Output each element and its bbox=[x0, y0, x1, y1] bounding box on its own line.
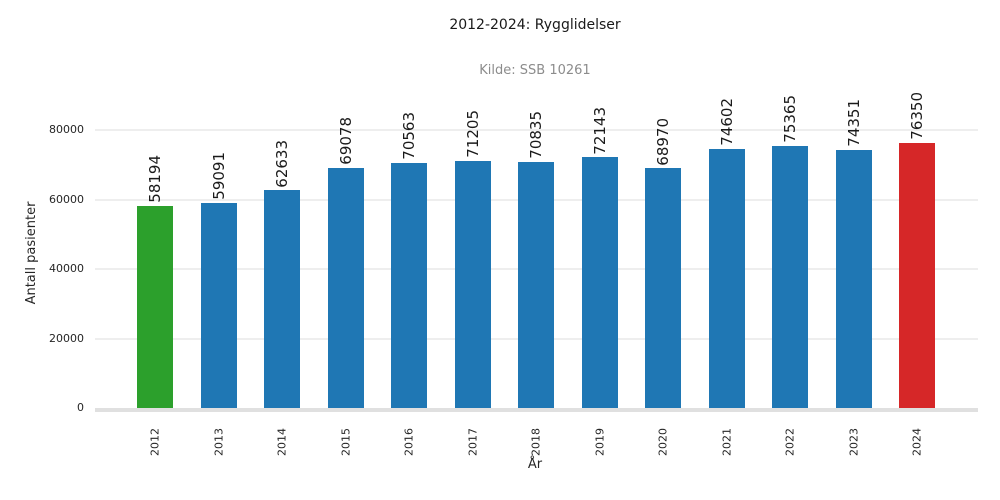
bar-value-label-2015: 69078 bbox=[336, 117, 355, 165]
bar-2015 bbox=[327, 167, 364, 408]
chart-subtitle: Kilde: SSB 10261 bbox=[479, 63, 591, 78]
bar-value-label-2020: 68970 bbox=[654, 117, 672, 166]
x-tick-label-2021: 2021 bbox=[720, 428, 733, 456]
bar-value-label-2018: 70835 bbox=[527, 111, 545, 159]
y-gridline bbox=[95, 129, 978, 131]
bar-2014 bbox=[264, 190, 300, 408]
x-tick-label-2017: 2017 bbox=[466, 428, 479, 456]
bar-value-label-2012: 58194 bbox=[146, 155, 164, 203]
x-tick-label-2012: 2012 bbox=[148, 428, 162, 456]
x-tick-label-2015: 2015 bbox=[339, 428, 352, 456]
y-tick-label: 60000 bbox=[49, 192, 84, 206]
y-tick-label: 40000 bbox=[49, 262, 84, 275]
bar-value-label-2014: 62633 bbox=[273, 139, 291, 188]
y-tick-label: 0 bbox=[77, 401, 84, 414]
chart-title: 2012-2024: Rygglidelser bbox=[449, 17, 621, 33]
y-axis-title: Antall pasienter bbox=[24, 201, 39, 305]
bar-2024 bbox=[899, 142, 935, 408]
bar-2016 bbox=[391, 162, 427, 408]
x-tick-label-2023: 2023 bbox=[847, 428, 860, 456]
bar-value-label-2019: 72143 bbox=[590, 106, 609, 155]
bar-2012 bbox=[137, 205, 173, 408]
bar-2021 bbox=[708, 148, 745, 408]
y-tick-label: 20000 bbox=[49, 331, 84, 345]
bar-2023 bbox=[835, 149, 872, 408]
bar-value-label-2023: 74351 bbox=[844, 98, 863, 147]
x-tick-label-2019: 2019 bbox=[593, 428, 606, 456]
bar-2022 bbox=[772, 146, 808, 408]
x-tick-label-2022: 2022 bbox=[783, 428, 797, 456]
x-tick-label-2013: 2013 bbox=[212, 428, 225, 456]
bar-value-label-2017: 71205 bbox=[463, 109, 482, 158]
x-axis-title: År bbox=[527, 457, 543, 472]
bar-2020 bbox=[645, 168, 681, 408]
x-tick-label-2024: 2024 bbox=[910, 428, 924, 456]
y-tick-label: 80000 bbox=[49, 123, 84, 136]
bar-value-label-2024: 76350 bbox=[908, 91, 926, 140]
bar-2017 bbox=[454, 160, 491, 408]
x-tick-label-2020: 2020 bbox=[656, 428, 670, 456]
x-axis-line bbox=[95, 408, 978, 412]
x-tick-label-2016: 2016 bbox=[402, 428, 416, 456]
bar-value-label-2022: 75365 bbox=[781, 95, 799, 144]
bar-value-label-2013: 59091 bbox=[209, 151, 228, 200]
x-tick-label-2014: 2014 bbox=[275, 428, 289, 456]
bar-2019 bbox=[581, 157, 618, 408]
bar-value-label-2016: 70563 bbox=[400, 112, 418, 160]
bar-2018 bbox=[518, 161, 554, 408]
x-tick-label-2018: 2018 bbox=[529, 428, 543, 456]
bar-value-label-2021: 74602 bbox=[717, 98, 736, 146]
bar-2013 bbox=[200, 202, 237, 408]
